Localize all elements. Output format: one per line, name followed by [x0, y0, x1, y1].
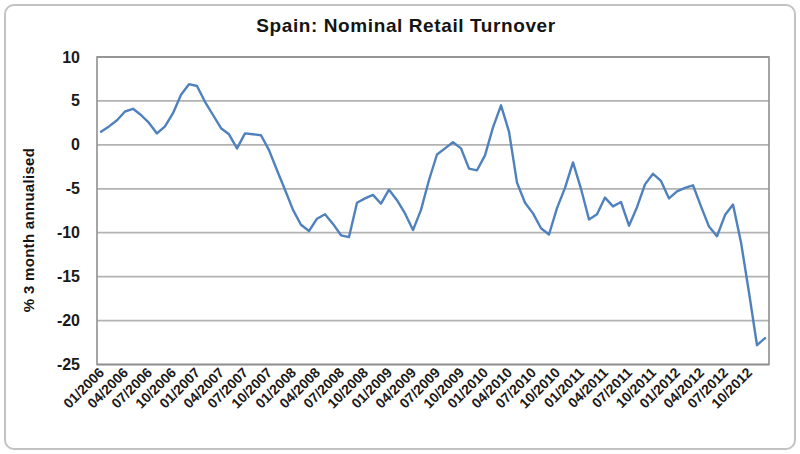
axis-labels-layer: 1050-5-10-15-20-2501/200604/200607/20061…: [57, 49, 755, 412]
y-tick-label: 5: [71, 92, 80, 109]
chart-canvas: 1050-5-10-15-20-2501/200604/200607/20061…: [0, 0, 800, 454]
series-layer: [101, 84, 765, 345]
plot-border: [97, 57, 769, 365]
y-tick-label: 0: [71, 136, 80, 153]
y-tick-label: -15: [57, 268, 80, 285]
retail-turnover-line: [101, 84, 765, 345]
y-tick-label: -20: [57, 312, 80, 329]
y-tick-label: -10: [57, 224, 80, 241]
retail-turnover-chart: 1050-5-10-15-20-2501/200604/200607/20061…: [0, 0, 800, 454]
gridlines-layer: [97, 57, 769, 365]
y-tick-label: 10: [62, 49, 80, 66]
y-tick-label: -5: [66, 180, 80, 197]
y-tick-label: -25: [57, 356, 80, 373]
chart-title: Spain: Nominal Retail Turnover: [256, 15, 556, 36]
y-axis-title: % 3 month annualised: [20, 148, 37, 312]
